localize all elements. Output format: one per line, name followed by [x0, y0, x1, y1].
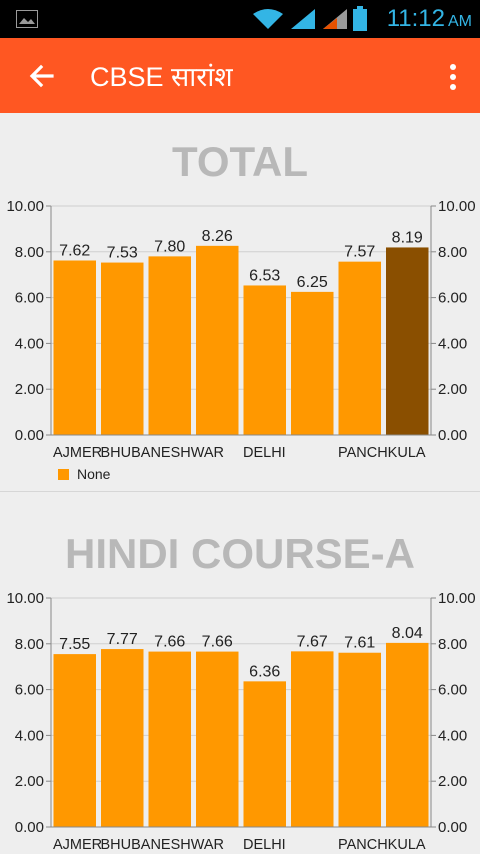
x-axis-category-label: AJMER	[53, 445, 102, 461]
y-axis-tick-label: 10.00	[6, 590, 44, 607]
bar-value-label: 8.04	[392, 625, 423, 642]
bar	[338, 652, 381, 827]
bar	[148, 256, 191, 435]
x-axis-category-label: BHUBANESHWAR	[101, 837, 225, 853]
bar-value-label: 8.19	[392, 229, 423, 246]
y-axis-tick-label: 2.00	[15, 773, 44, 790]
y-axis-tick-label-right: 4.00	[438, 727, 467, 744]
y-axis-tick-label-right: 0.00	[438, 819, 467, 836]
menu-dot	[450, 84, 456, 90]
legend-swatch	[58, 469, 69, 480]
y-axis-tick-label: 0.00	[15, 819, 44, 836]
y-axis-tick-label-right: 4.00	[438, 335, 467, 352]
y-axis-tick-label: 4.00	[15, 335, 44, 352]
x-axis-category-label: DELHI	[243, 445, 286, 461]
signal-icon	[291, 9, 315, 29]
legend-label: None	[77, 466, 111, 482]
y-axis-tick-label: 8.00	[15, 636, 44, 653]
x-axis-category-label: PANCHKULA	[338, 445, 426, 461]
y-axis-tick-label: 10.00	[6, 198, 44, 215]
bar	[338, 261, 381, 435]
bar	[101, 649, 144, 827]
y-axis-tick-label: 0.00	[15, 427, 44, 444]
bar	[196, 245, 239, 435]
arrow-back-icon[interactable]	[26, 60, 58, 92]
status-ampm: AM	[448, 13, 472, 30]
more-vert-icon[interactable]	[450, 64, 458, 90]
bar-value-label: 7.66	[154, 634, 185, 651]
bar	[291, 291, 334, 435]
y-axis-tick-label-right: 2.00	[438, 381, 467, 398]
y-axis-tick-label: 2.00	[15, 381, 44, 398]
bar	[196, 651, 239, 827]
y-axis-tick-label-right: 10.00	[438, 590, 476, 607]
section-divider	[0, 491, 480, 492]
chart-title-hindi: HINDI COURSE-A	[64, 530, 415, 577]
app-bar: CBSE सारांश	[0, 38, 480, 113]
bar-value-label: 6.53	[249, 267, 280, 284]
bar-chart-total: 0.00 0.00 2.00 2.00 4.00 4.00 6.00 6.00 8.00 8.00…	[6, 198, 476, 461]
y-axis-tick-label: 6.00	[15, 290, 44, 307]
x-axis-category-label: AJMER	[53, 837, 102, 853]
status-clock: 11:12	[386, 5, 445, 32]
menu-dot	[450, 64, 456, 70]
bar	[53, 654, 96, 827]
bar-value-label: 6.36	[249, 663, 280, 680]
y-axis-tick-label-right: 10.00	[438, 198, 476, 215]
bar-value-label: 7.67	[297, 633, 328, 650]
bar-value-label: 7.53	[107, 245, 138, 262]
status-bar: 11:12 AM	[0, 0, 480, 38]
bar-value-label: 7.57	[344, 244, 375, 261]
bar-value-label: 7.66	[202, 634, 233, 651]
bar	[148, 651, 191, 827]
y-axis-tick-label-right: 0.00	[438, 427, 467, 444]
y-axis-tick-label: 4.00	[15, 727, 44, 744]
wifi-icon	[253, 9, 283, 29]
bar-value-label: 7.80	[154, 238, 185, 255]
y-axis-tick-label-right: 8.00	[438, 636, 467, 653]
bar	[53, 260, 96, 435]
y-axis-tick-label-right: 8.00	[438, 244, 467, 261]
status-time: 11:12 AM	[387, 5, 472, 33]
bar	[386, 247, 429, 435]
bar-value-label: 7.61	[344, 635, 375, 652]
chart-legend: None	[58, 466, 110, 482]
bar	[243, 285, 286, 435]
bar	[101, 262, 144, 435]
page-title: CBSE सारांश	[90, 62, 233, 92]
bar-value-label: 7.62	[59, 243, 90, 260]
bar-chart-hindi: 0.00 0.00 2.00 2.00 4.00 4.00 6.00 6.00 8.00 8.00…	[6, 590, 476, 853]
bar	[243, 681, 286, 827]
bar	[291, 651, 334, 827]
battery-icon	[353, 6, 367, 31]
y-axis-tick-label-right: 6.00	[438, 682, 467, 699]
bar-value-label: 8.26	[202, 228, 233, 245]
chart-title-total: TOTAL	[171, 138, 309, 185]
x-axis-category-label: DELHI	[243, 837, 286, 853]
menu-dot	[450, 74, 456, 80]
y-axis-tick-label: 6.00	[15, 682, 44, 699]
bar-value-label: 7.55	[59, 636, 90, 653]
y-axis-tick-label-right: 6.00	[438, 290, 467, 307]
x-axis-category-label: BHUBANESHWAR	[101, 445, 225, 461]
y-axis-tick-label-right: 2.00	[438, 773, 467, 790]
gallery-icon	[16, 10, 38, 28]
bar-value-label: 6.25	[297, 274, 328, 291]
bar	[386, 642, 429, 827]
signal-icon	[323, 9, 347, 29]
x-axis-category-label: PANCHKULA	[338, 837, 426, 853]
bar-value-label: 7.77	[107, 631, 138, 648]
y-axis-tick-label: 8.00	[15, 244, 44, 261]
